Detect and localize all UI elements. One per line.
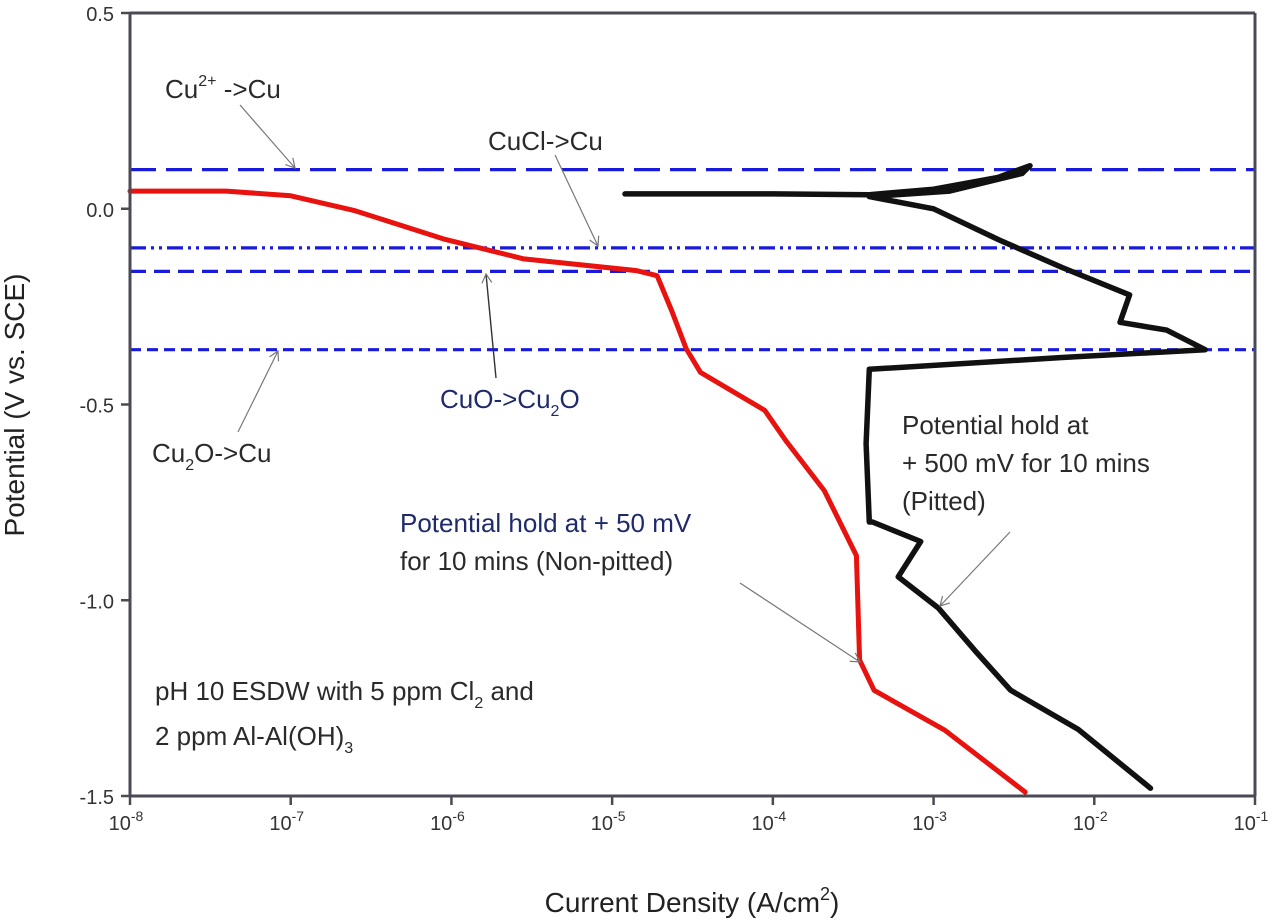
svg-text:2 ppm Al-Al(OH)3: 2 ppm Al-Al(OH)3 — [155, 721, 353, 757]
y-tick-label: -0.5 — [80, 396, 114, 418]
svg-text:(Pitted): (Pitted) — [902, 486, 986, 516]
annotation-black-series-label: Potential hold at + 500 mV for 10 mins (… — [902, 410, 1150, 607]
axes-frame — [128, 11, 1257, 798]
annotation-cu2o-to-cu: Cu2O->Cu — [152, 349, 280, 474]
x-tick-label: 10-7 — [269, 808, 304, 835]
annotation-cu2-to-cu: Cu2+ ->Cu — [165, 73, 296, 169]
svg-text:for 10 mins (Non-pitted): for 10 mins (Non-pitted) — [400, 546, 673, 576]
svg-text:Potential hold at: Potential hold at — [902, 410, 1089, 440]
y-tick-label: -1.0 — [80, 591, 114, 613]
y-tick-label: 0.5 — [86, 4, 114, 26]
annotation-conditions: pH 10 ESDW with 5 ppm Cl2 and 2 ppm Al-A… — [155, 676, 534, 757]
svg-text:CuCl->Cu: CuCl->Cu — [488, 126, 603, 156]
x-tick-label: 10-3 — [912, 808, 947, 835]
y-axis-ticks: 0.5 0.0 -0.5 -1.0 -1.5 — [80, 4, 130, 809]
svg-text:Cu2+ ->Cu: Cu2+ ->Cu — [165, 73, 281, 104]
annotation-cuo-to-cu2o: CuO->Cu2O — [440, 272, 580, 420]
annotation-red-series-label: Potential hold at + 50 mV for 10 mins (N… — [400, 508, 862, 663]
svg-text:Cu2O->Cu: Cu2O->Cu — [152, 438, 271, 474]
x-tick-label: 10-8 — [109, 808, 144, 835]
x-tick-label: 10-1 — [1234, 808, 1269, 835]
svg-text:CuO->Cu2O: CuO->Cu2O — [440, 384, 580, 420]
svg-text:Potential hold at + 50 mV: Potential hold at + 50 mV — [400, 508, 692, 538]
x-tick-label: 10-4 — [752, 808, 787, 835]
y-tick-label: -1.5 — [80, 787, 114, 809]
x-axis-title: Current Density (A/cm2) — [545, 884, 840, 918]
y-tick-label: 0.0 — [86, 200, 114, 222]
y-axis-title: Potential (V vs. SCE) — [0, 274, 30, 537]
svg-text:+ 500 mV for 10 mins: + 500 mV for 10 mins — [902, 448, 1150, 478]
x-tick-label: 10-2 — [1073, 808, 1108, 835]
x-tick-label: 10-5 — [591, 808, 626, 835]
x-axis-ticks: 10-8 10-7 10-6 10-5 10-4 10-3 10-2 10-1 — [109, 796, 1269, 835]
svg-text:pH 10 ESDW with 5 ppm Cl2 and: pH 10 ESDW with 5 ppm Cl2 and — [155, 676, 534, 712]
annotation-cucl-to-cu: CuCl->Cu — [488, 126, 603, 248]
x-tick-label: 10-6 — [430, 808, 465, 835]
series-pitted — [622, 162, 1208, 791]
